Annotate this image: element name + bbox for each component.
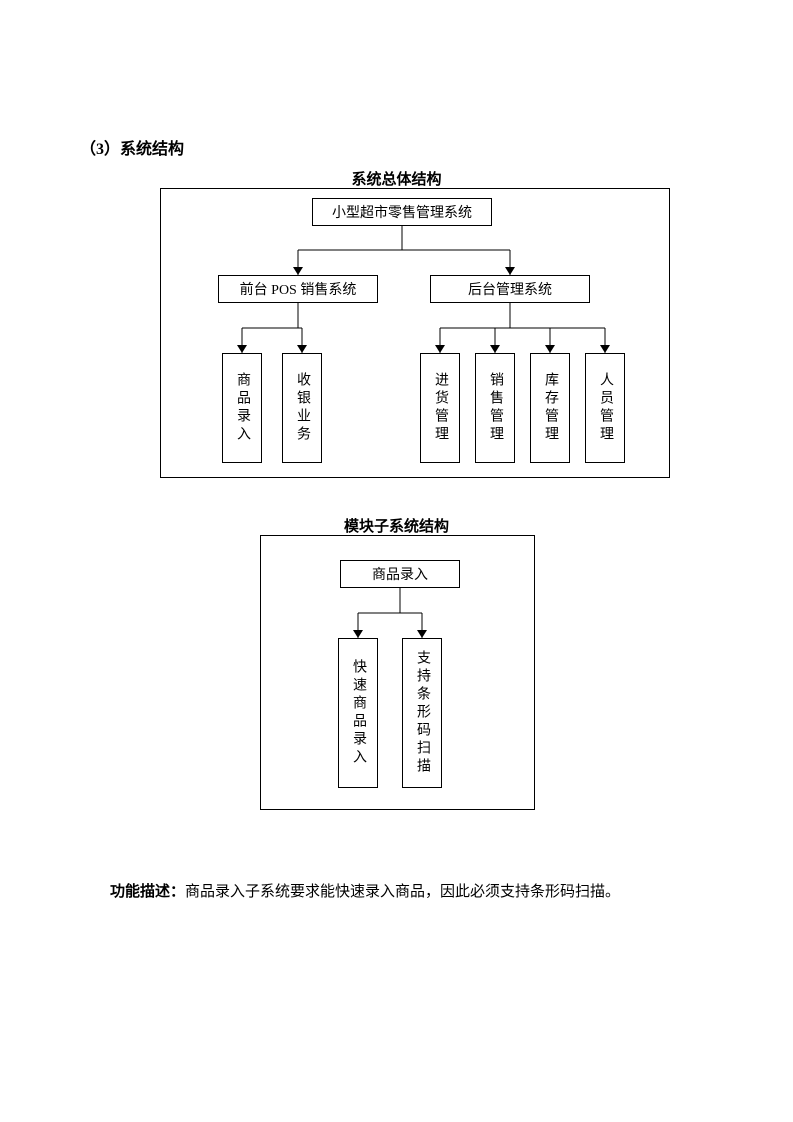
node-stock: 库存管理: [530, 353, 570, 463]
node-sales: 销售管理: [475, 353, 515, 463]
node-back: 后台管理系统: [430, 275, 590, 303]
description-label: 功能描述：: [110, 884, 185, 900]
node-goods: 商品录入: [222, 353, 262, 463]
node-root: 商品录入: [340, 560, 460, 588]
node-staff: 人员管理: [585, 353, 625, 463]
node-pos: 前台 POS 销售系统: [218, 275, 378, 303]
description-text: 商品录入子系统要求能快速录入商品，因此必须支持条形码扫描。: [185, 884, 620, 900]
diagram1-title: 系统总体结构: [0, 168, 793, 189]
node-root: 小型超市零售管理系统: [312, 198, 492, 226]
section-heading: （3）系统结构: [80, 135, 184, 159]
node-scan: 支持条形码扫描: [402, 638, 442, 788]
node-purch: 进货管理: [420, 353, 460, 463]
diagram2-title: 模块子系统结构: [0, 515, 793, 536]
node-cash: 收银业务: [282, 353, 322, 463]
node-fast: 快速商品录入: [338, 638, 378, 788]
description: 功能描述：商品录入子系统要求能快速录入商品，因此必须支持条形码扫描。: [110, 880, 713, 904]
